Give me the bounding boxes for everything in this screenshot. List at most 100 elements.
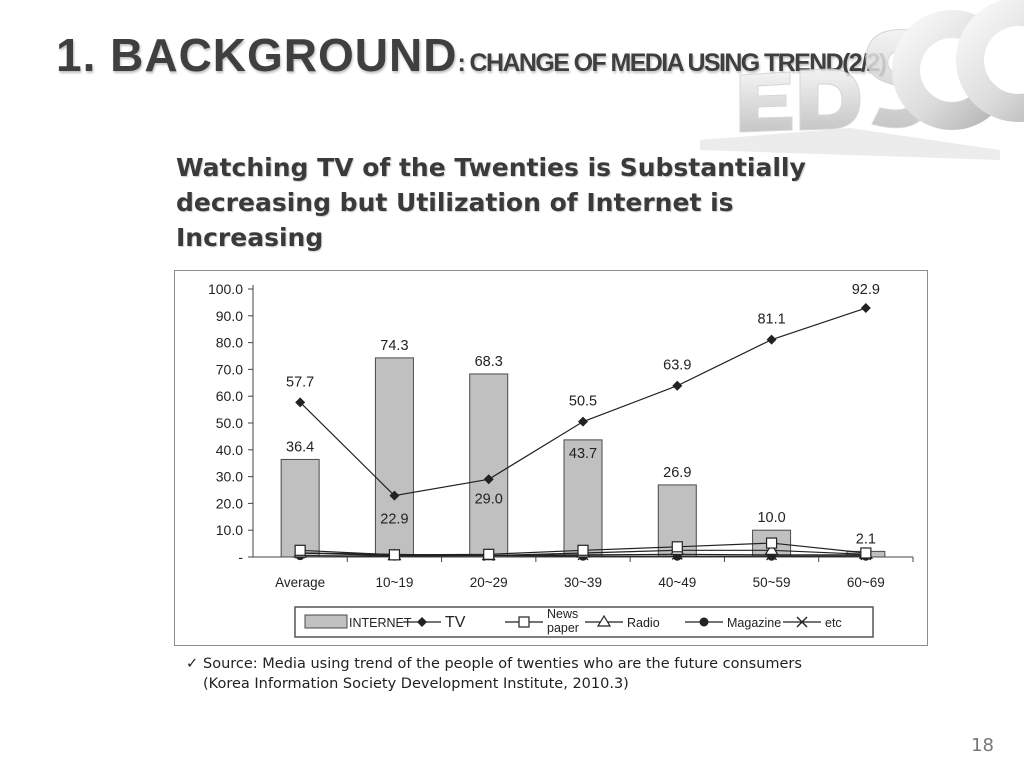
point-tv: [389, 490, 400, 501]
data-label-internet: 10.0: [757, 510, 785, 526]
point-tv-shape: [389, 490, 400, 501]
point-news-paper: [860, 547, 872, 559]
point-news-paper-shape: [294, 544, 306, 556]
point-news-paper-shape: [671, 541, 683, 553]
data-label-tv: 50.5: [569, 394, 597, 410]
point-tv-shape: [578, 416, 588, 427]
legend-marker: [417, 617, 427, 627]
bar-internet: [280, 458, 320, 558]
logo-rings: [892, 0, 1024, 130]
legend-item-tv: TV: [403, 614, 466, 631]
chart-frame: 100.0 90.0 80.0 70.0 60.0 50.0 40.0 30.0 20.0 10.…: [174, 270, 928, 646]
y-tick-label: 30.0: [216, 469, 243, 485]
point-tv: [766, 334, 777, 345]
data-label-internet: 36.4: [286, 439, 314, 455]
data-label-internet: 43.7: [569, 446, 597, 462]
x-tick-label: 50~59: [753, 575, 791, 590]
media-trend-chart: 100.0 90.0 80.0 70.0 60.0 50.0 40.0 30.0 20.0 10.…: [208, 281, 914, 638]
legend-label: paper: [547, 621, 579, 635]
point-news-paper: [294, 544, 306, 556]
legend-label: TV: [445, 614, 466, 631]
data-label-tv: 22.9: [380, 512, 408, 528]
y-tick-label: 60.0: [216, 388, 243, 404]
point-tv: [672, 380, 683, 391]
point-news-paper-shape: [765, 537, 778, 549]
point-tv: [295, 397, 306, 408]
bar-internet: [374, 357, 414, 558]
y-tick-label: 10.0: [216, 522, 243, 538]
y-tick-label: 50.0: [216, 415, 243, 431]
point-tv-shape: [295, 397, 306, 408]
legend-label: News: [547, 607, 578, 621]
point-news-paper: [765, 537, 778, 549]
point-news-paper: [388, 549, 401, 561]
data-label-tv: 57.7: [286, 374, 314, 390]
y-tick-label: -: [238, 549, 243, 565]
page-number: 18: [971, 735, 994, 756]
bar-internet: [469, 373, 509, 558]
legend-marker: [796, 616, 808, 628]
check-icon: ✓: [186, 656, 199, 672]
point-tv-shape: [860, 303, 871, 314]
data-label-tv: 92.9: [852, 282, 880, 298]
legend-marker-shape: [699, 617, 709, 627]
point-tv-shape: [766, 334, 777, 345]
legend-label: INTERNET: [349, 616, 412, 630]
data-label-tv: 63.9: [663, 358, 691, 374]
point-radio: [764, 543, 779, 555]
point-tv: [860, 303, 871, 314]
bar-internet: [563, 439, 603, 558]
x-tick-label: 10~19: [375, 575, 413, 590]
legend-item-magazine: Magazine: [685, 616, 781, 630]
source-text: Source: Media using trend of the people …: [203, 656, 802, 692]
point-tv: [483, 474, 494, 485]
legend-marker-shape: [417, 617, 427, 627]
legend-marker-shape: [518, 616, 530, 628]
y-tick-label: 90.0: [216, 308, 243, 324]
legend-item-internet: INTERNET: [304, 614, 412, 630]
legend-marker: [699, 617, 709, 627]
data-label-internet: 2.1: [856, 531, 876, 547]
point-news-paper-shape: [388, 549, 401, 561]
point-tv-shape: [483, 474, 494, 485]
y-tick-label: 80.0: [216, 335, 243, 351]
data-label-tv: 29.0: [475, 491, 503, 507]
point-news-paper: [577, 544, 589, 556]
y-tick-label: 100.0: [208, 281, 243, 297]
legend-swatch: [304, 614, 348, 629]
slide-headline: Watching TV of the Twenties is Substanti…: [176, 153, 806, 252]
x-tick-label: Average: [275, 575, 325, 590]
legend-label: etc: [825, 616, 842, 630]
point-news-paper-shape: [860, 547, 872, 559]
legend-item-radio: Radio: [585, 614, 660, 630]
legend-marker: [518, 616, 530, 628]
x-tick-label: 60~69: [847, 575, 885, 590]
y-tick-label: 40.0: [216, 442, 243, 458]
data-label-tv: 81.1: [757, 312, 785, 328]
data-label-internet: 68.3: [475, 354, 503, 370]
eds-logo-decoration: [700, 0, 1024, 160]
data-label-internet: 74.3: [380, 338, 408, 354]
point-tv: [578, 416, 588, 427]
point-news-paper-shape: [483, 548, 495, 560]
point-radio-shape: [764, 543, 779, 555]
x-tick-label: 20~29: [470, 575, 508, 590]
point-news-paper: [483, 548, 495, 560]
data-label-internet: 26.9: [663, 465, 691, 481]
slide-title: 1. BACKGROUND: CHANGE OF MEDIA USING TRE…: [56, 28, 887, 82]
source-note: ✓ Source: Media using trend of the peopl…: [186, 654, 846, 694]
x-tick-label: 30~39: [564, 575, 602, 590]
legend-label: Magazine: [727, 616, 781, 630]
legend-marker-shape: [596, 614, 612, 627]
x-tick-label: 40~49: [658, 575, 696, 590]
title-main: 1. BACKGROUND: [56, 29, 458, 81]
legend-box: [294, 606, 874, 638]
legend-item-etc: etc: [783, 616, 842, 630]
legend-label: Radio: [627, 616, 660, 630]
point-news-paper: [671, 541, 683, 553]
logo-shadow: [700, 128, 1000, 160]
y-tick-label: 20.0: [216, 495, 243, 511]
y-tick-label: 70.0: [216, 361, 243, 377]
